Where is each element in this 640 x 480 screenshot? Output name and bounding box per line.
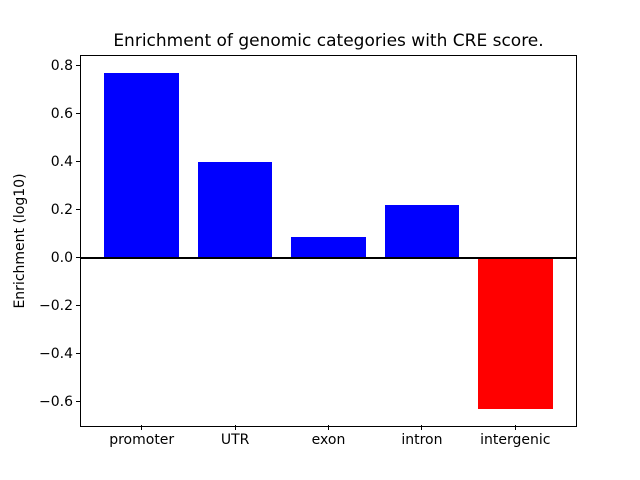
x-tick-label: UTR: [220, 432, 250, 448]
bar-intergenic: [477, 257, 553, 410]
y-tick-label: 0.6: [50, 105, 73, 122]
x-tick-mark: [421, 425, 423, 430]
y-tick-label: −0.6: [39, 393, 73, 410]
y-axis-label: Enrichment (log10): [12, 173, 28, 309]
x-tick-label: promoter: [109, 432, 175, 448]
x-tick-label: exon: [311, 432, 346, 448]
y-tick-mark: [76, 65, 80, 67]
y-tick-mark: [76, 257, 80, 259]
bar-exon: [291, 237, 366, 258]
x-tick-mark: [514, 425, 516, 430]
y-tick-mark: [76, 209, 80, 211]
y-tick-mark: [76, 401, 80, 403]
bar-promoter: [104, 72, 180, 258]
y-tick-mark: [76, 161, 80, 163]
x-tick-mark: [234, 425, 236, 430]
zero-line: [81, 256, 576, 259]
y-tick-label: 0.0: [50, 249, 73, 266]
y-tick-label: 0.8: [50, 57, 73, 74]
x-tick-mark: [328, 425, 329, 430]
plot-area: 0.8 0.6 0.4 0.2 0.0 −0.2 −0.4 −0.6 promoter UTR ex…: [39, 55, 577, 448]
chart-title: Enrichment of genomic categories with CR…: [113, 31, 544, 51]
x-tick-label: intron: [401, 432, 443, 448]
y-tick-label: 0.4: [50, 153, 73, 170]
y-tick-mark: [76, 353, 80, 355]
y-tick-label: 0.2: [50, 201, 73, 218]
y-tick-label: −0.4: [39, 345, 73, 362]
y-tick-mark: [76, 305, 80, 307]
bar-UTR: [197, 161, 273, 258]
bar-intron: [384, 204, 460, 258]
x-tick-label: intergenic: [480, 432, 551, 448]
y-tick-label: −0.2: [39, 297, 73, 314]
y-tick-mark: [76, 113, 80, 115]
x-tick-mark: [141, 425, 143, 430]
